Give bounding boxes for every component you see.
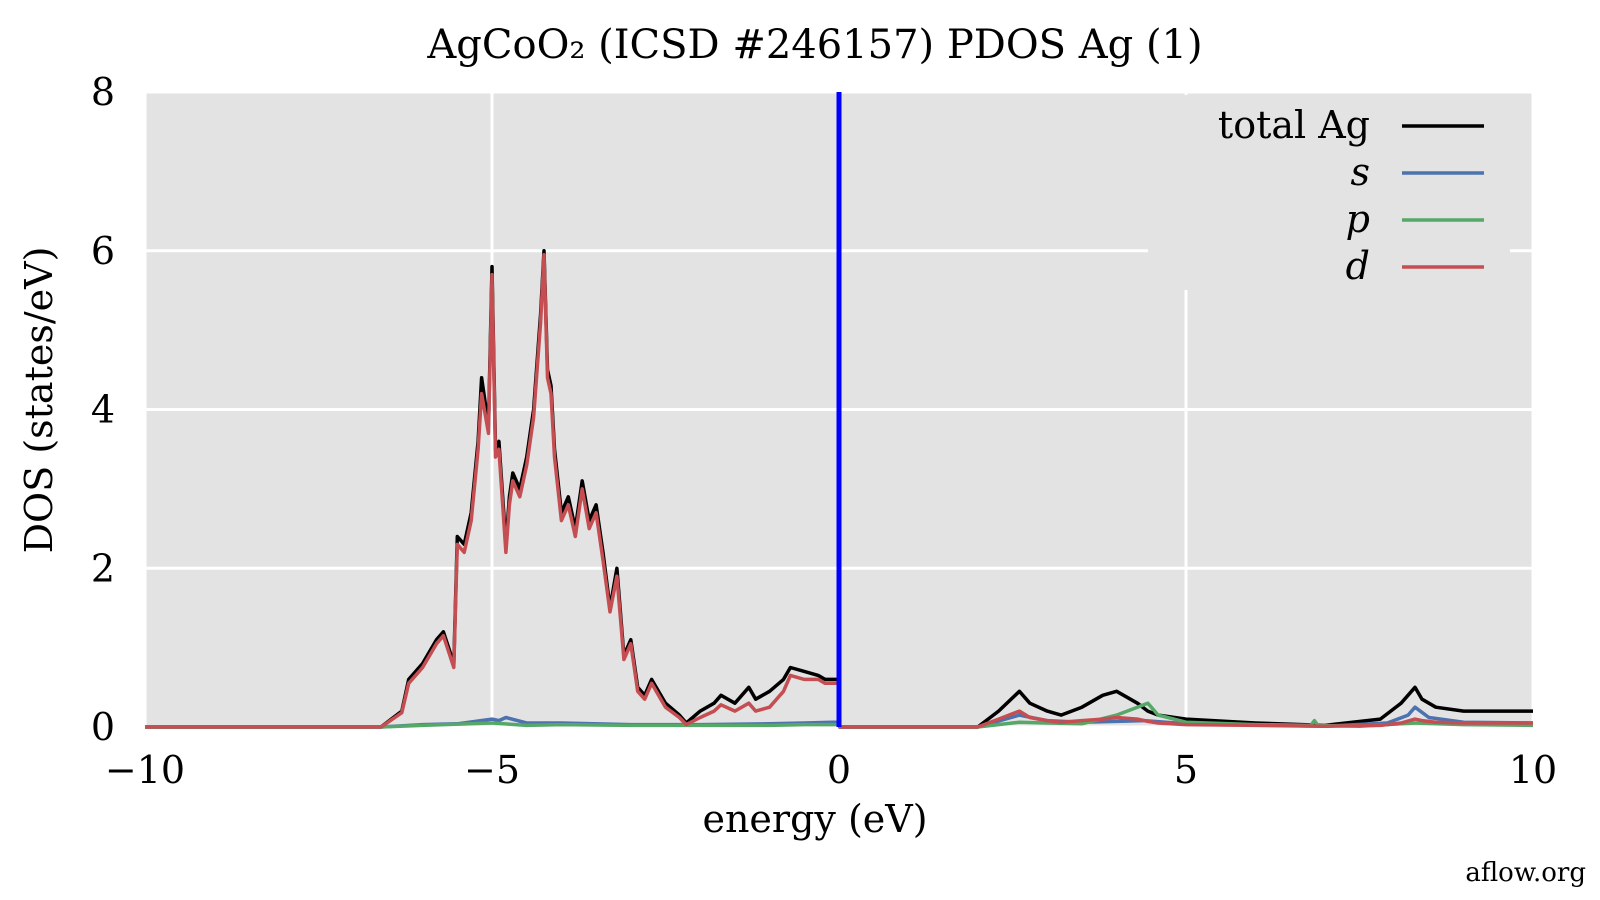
y-tick-label-2: 4 bbox=[91, 388, 115, 432]
x-tick-label-0: −10 bbox=[105, 748, 185, 792]
y-tick-label-3: 6 bbox=[91, 229, 115, 273]
x-tick-labels: −10 −5 0 5 10 bbox=[105, 748, 1557, 792]
legend-label-1: s bbox=[1350, 150, 1370, 194]
watermark: aflow.org bbox=[1465, 858, 1586, 888]
x-tick-label-4: 10 bbox=[1509, 748, 1557, 792]
y-tick-label-4: 8 bbox=[91, 70, 115, 114]
legend-label-3: d bbox=[1346, 244, 1370, 288]
y-axis-label: DOS (states/eV) bbox=[17, 247, 61, 554]
y-tick-labels: 0 2 4 6 8 bbox=[91, 70, 115, 749]
x-tick-label-2: 0 bbox=[827, 748, 851, 792]
series-line-d bbox=[145, 252, 1533, 729]
legend-label-2: p bbox=[1346, 197, 1370, 241]
x-tick-label-3: 5 bbox=[1174, 748, 1198, 792]
x-axis-label: energy (eV) bbox=[702, 797, 927, 841]
x-tick-label-1: −5 bbox=[464, 748, 520, 792]
chart-title: AgCoO₂ (ICSD #246157) PDOS Ag (1) bbox=[426, 22, 1202, 68]
legend-label-0: total Ag bbox=[1218, 103, 1370, 147]
y-tick-label-1: 2 bbox=[91, 546, 115, 590]
y-tick-label-0: 0 bbox=[91, 705, 115, 749]
series-line-p bbox=[145, 701, 1534, 729]
